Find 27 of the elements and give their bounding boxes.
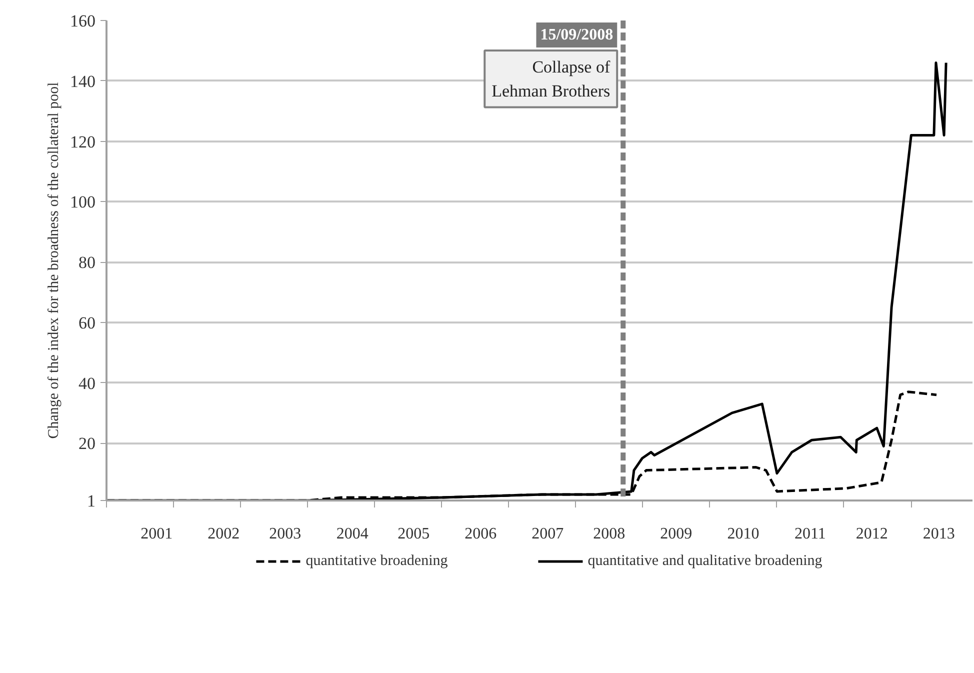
y-tick-label: 40 — [78, 374, 96, 393]
y-tick-label: 1 — [87, 492, 96, 510]
x-tick-label: 2007 — [532, 526, 564, 542]
legend-label: quantitative broadening — [306, 552, 448, 570]
x-tick-label: 2005 — [398, 526, 430, 542]
y-tick-label: 100 — [70, 192, 96, 212]
annotation: Collapse of Lehman Brothers — [492, 58, 610, 100]
x-tick-label: 2009 — [660, 526, 692, 542]
x-tick-label: 2010 — [727, 526, 760, 542]
x-tick-label: 2008 — [593, 526, 626, 542]
y-tick-label: 20 — [78, 434, 96, 454]
ref-line-label: 15/09/2008 — [540, 26, 614, 44]
x-tick-label: 2004 — [336, 526, 368, 542]
x-tick-label: 2003 — [269, 526, 302, 542]
x-tick-label: 2006 — [464, 526, 497, 542]
x-tick-label: 2013 — [922, 526, 955, 542]
x-tick-label: 2011 — [794, 526, 826, 542]
y-tick-label: 160 — [70, 12, 96, 30]
y-tick-label: 120 — [70, 132, 96, 152]
y-tick-label: 60 — [78, 313, 96, 332]
x-tick-label: 2002 — [208, 526, 240, 542]
x-tick-label: 2001 — [140, 526, 173, 542]
y-tick-label: 140 — [70, 72, 96, 91]
y-tick-label: 80 — [78, 253, 96, 272]
legend-label: quantitative and qualitative broadening — [588, 552, 822, 570]
x-tick-label: 2012 — [856, 526, 888, 542]
y-axis-title: Change of the index for the broadness of the collateral pool — [46, 82, 62, 439]
